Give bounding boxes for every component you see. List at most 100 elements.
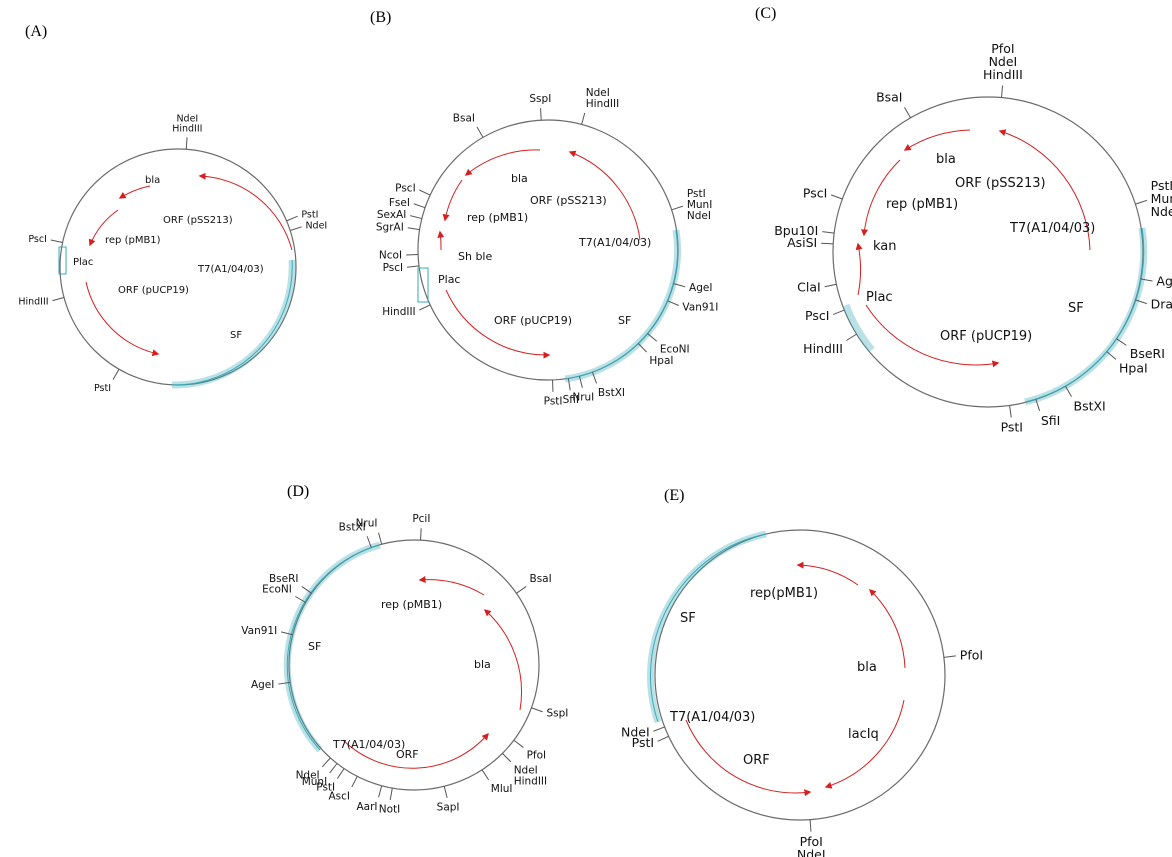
panel-b-site-label: SgrAI (376, 221, 404, 233)
panel-c-plac-box (842, 303, 875, 353)
panel-c-site-label: PfoI NdeI HindIII (983, 41, 1023, 82)
panel-e-laciq-arc (824, 699, 905, 789)
panel-b-site-tick (419, 189, 431, 196)
panel-e-orf-arc (685, 719, 812, 797)
panel-c-site-label: BstXI (1074, 398, 1106, 413)
panel-e-letter: (E) (664, 487, 684, 504)
panel-c-site-tick (1135, 199, 1147, 205)
panel-a-site-tick (50, 239, 63, 243)
panel-a-site-label: PstI (94, 383, 111, 394)
panel-b-site-tick (410, 215, 422, 220)
panel-e-orf-label: ORF (743, 753, 770, 768)
panel-a: (A) bla ORF (pSS213) rep (pMB1) T7(A1/04… (18, 23, 327, 394)
panel-c-site-tick (830, 194, 843, 200)
panel-b-plac-box (417, 267, 429, 303)
panel-b-orf-pucp19-arc (445, 289, 551, 359)
panel-d-backbone (288, 539, 540, 791)
panel-d-site-label: SspI (546, 708, 568, 720)
panel-e-site-label: PfoI NdeI (797, 834, 826, 857)
panel-c-kan-arc (855, 242, 863, 296)
panel-d-site-tick (502, 753, 512, 763)
panel-d-site-label: MluI (491, 783, 513, 795)
panel-c-site-label: Bpu10I (774, 223, 818, 238)
panel-b-orf-pss213-arc (568, 150, 641, 241)
panel-b-orf-pucp19-label: ORF (pUCP19) (494, 314, 572, 327)
panel-e-sf-label: SF (680, 611, 696, 626)
panel-b-site-tick (667, 300, 679, 306)
panel-a-rep-label: rep (pMB1) (105, 235, 161, 246)
panel-c-site-label: DraIII (1151, 297, 1172, 312)
panel-d-sf-box-line (286, 544, 381, 751)
panel-a-orf-pss213-arc (198, 172, 293, 251)
panel-d-site-label: NruI (356, 518, 378, 530)
panel-c-site-label: HpaI (1119, 360, 1148, 375)
panel-c-site-tick (904, 107, 911, 119)
panel-d-site-tick (531, 707, 543, 713)
panel-d-site-label: Van91I (241, 625, 277, 637)
panel-b-site-tick (647, 333, 658, 342)
panel-d-bla-label: bla (474, 658, 491, 671)
panel-d-orf-label: ORF (396, 748, 419, 761)
panel-c-t7-label: T7(A1/04/03) (1009, 221, 1095, 236)
panel-d-site-tick (336, 768, 345, 779)
panel-a-bla-label: bla (145, 175, 160, 186)
panel-b-site-label: SexAI (377, 209, 406, 221)
panel-c-site-label: PstI (1001, 420, 1023, 435)
panel-d-site-tick (329, 763, 338, 774)
panel-c-site-label: AgeI (1156, 274, 1172, 289)
panel-c-site-tick (824, 283, 837, 288)
panel-b-shble-label: Sh ble (458, 250, 492, 263)
panel-c-rep-arc (861, 159, 901, 237)
panel-b-site-tick (671, 205, 684, 211)
panel-d-site-label: SapI (437, 802, 460, 814)
panel-c-site-label: PscI (803, 185, 827, 200)
panel-d-site-label: NdeI (296, 770, 320, 782)
panel-b-bla-label: bla (511, 172, 528, 185)
panel-d-rep-label: rep (pMB1) (381, 598, 442, 611)
panel-e: (E) rep(pMB1) SF bla T7(A1/04/03) lacIq … (621, 487, 983, 857)
panel-c-site-label: SfiI (1041, 413, 1061, 428)
panel-d-t7-label: T7(A1/04/03) (332, 738, 405, 751)
panel-e-site-tick (657, 735, 669, 742)
panel-a-orf-pucp19-label: ORF (pUCP19) (118, 285, 189, 296)
panel-b-site-label: FseI (389, 197, 410, 209)
panel-c-site-label: AsiSI (787, 235, 817, 250)
panel-a-site-tick (112, 368, 120, 380)
panel-c-letter: (C) (755, 5, 776, 22)
panel-d-site-label: BstXI (339, 521, 366, 533)
panel-c-site-tick (1106, 351, 1117, 360)
panel-c-site-label: BsaI (876, 89, 902, 104)
panel-c-site-tick (832, 309, 845, 316)
panel-d-site-tick (516, 586, 527, 594)
panel-b-rep-arc (442, 179, 463, 222)
panel-b-site-label: SfiI (563, 394, 579, 406)
panel-b-site-label: AgeI (689, 282, 712, 294)
panel-e-site-label: NdeI (621, 725, 650, 740)
panel-b: (B) bla ORF (pSS213) rep (pMB1) T7(A1/04… (370, 9, 718, 408)
panel-a-bla-arc (118, 185, 151, 199)
panel-d-bla-arc (483, 609, 523, 711)
panel-a-sf-box-line (171, 259, 293, 386)
panel-a-site-label: PscI (28, 234, 47, 245)
panel-c-sf-box-line (1024, 227, 1145, 403)
panel-e-site-label: PfoI (960, 647, 983, 662)
panel-e-site-label: PstI (632, 735, 654, 750)
panel-d-site-tick (420, 528, 422, 541)
panel-d-site-label: AgeI (251, 679, 274, 691)
panel-b-site-label: HindIII (382, 306, 415, 318)
panel-c-plac-label: Plac (866, 290, 893, 305)
panel-b-site-tick (419, 304, 431, 311)
panel-b-site-label: PscI (383, 262, 404, 274)
panel-d-site-label: PciI (412, 513, 430, 525)
panel-b-site-label: SspI (529, 93, 551, 105)
panel-c-site-tick (846, 333, 857, 341)
panel-e-site-tick (653, 726, 665, 732)
panel-b-site-tick (413, 203, 426, 209)
panel-b-site-tick (567, 378, 571, 391)
panel-b-t7-label: T7(A1/04/03) (578, 236, 651, 249)
panel-c-orf-pucp19-label: ORF (pUCP19) (940, 329, 1032, 344)
panel-d-sf-box (283, 541, 381, 753)
panel-a-orf-pss213-label: ORF (pSS213) (163, 215, 233, 226)
